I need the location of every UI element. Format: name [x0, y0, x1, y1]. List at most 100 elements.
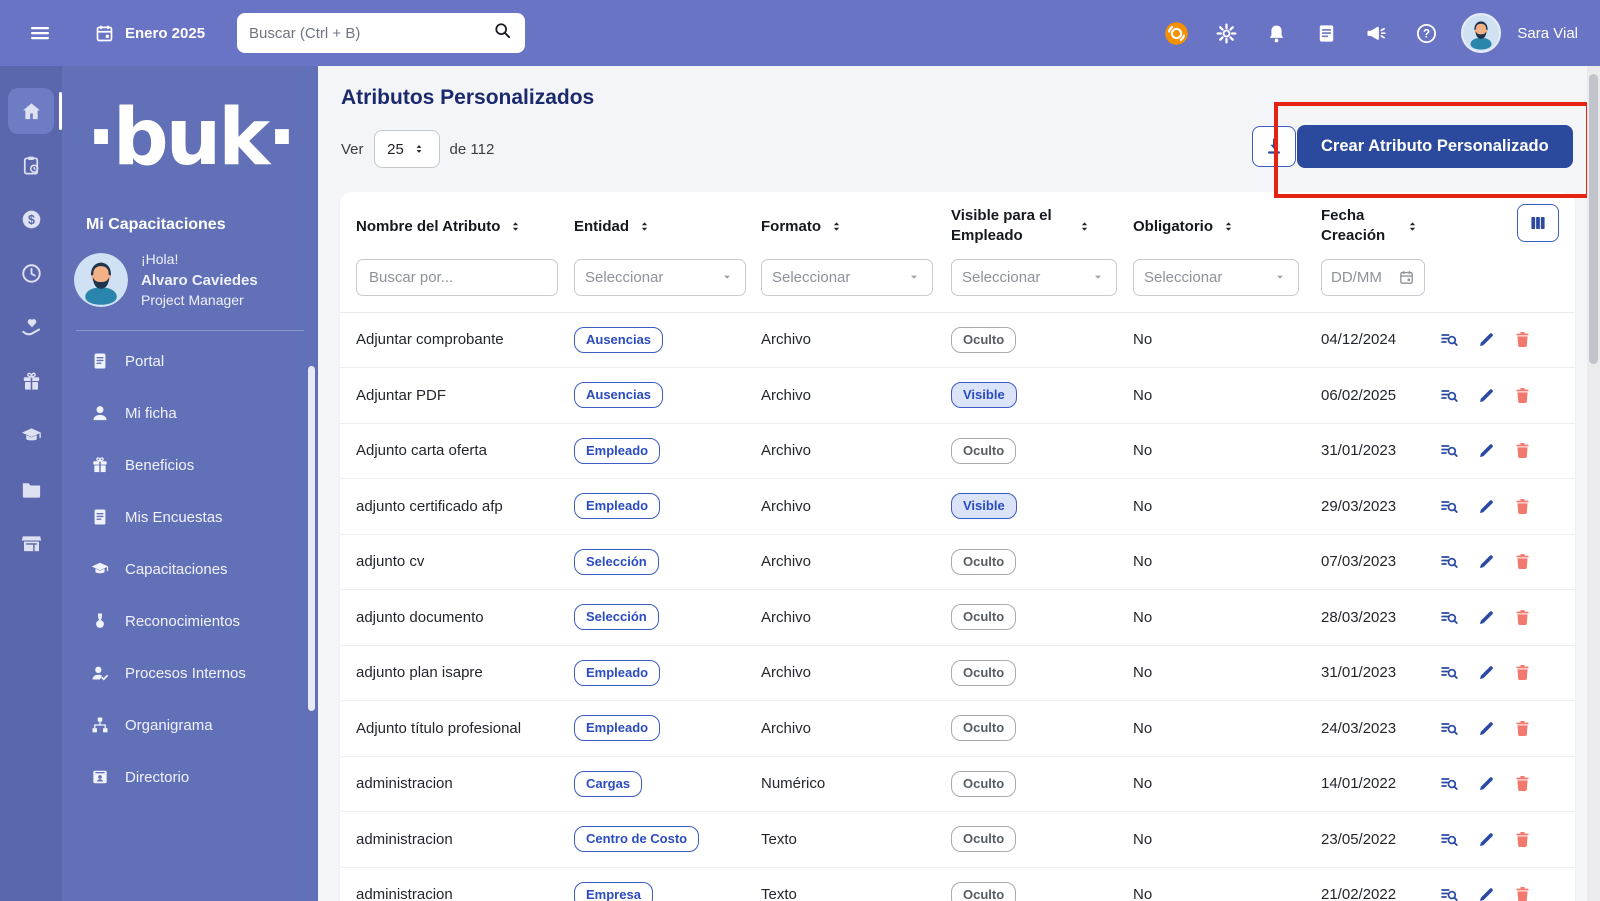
- delete-button[interactable]: [1513, 386, 1532, 405]
- person-icon: [90, 403, 110, 423]
- column-settings-button[interactable]: [1517, 204, 1559, 242]
- sidebar-item-reconocimientos[interactable]: Reconocimientos: [62, 595, 318, 647]
- notes-button[interactable]: [1305, 13, 1347, 53]
- sidebar-item-mis-encuestas[interactable]: Mis Encuestas: [62, 491, 318, 543]
- rail-item-benefits[interactable]: [8, 358, 54, 404]
- edit-button[interactable]: [1477, 608, 1496, 627]
- list-search-icon: [1439, 718, 1460, 739]
- edit-button[interactable]: [1477, 441, 1496, 460]
- pencil-icon: [1477, 774, 1496, 793]
- delete-button[interactable]: [1513, 330, 1532, 349]
- profile-card[interactable]: ¡Hola! Alvaro Caviedes Project Manager: [74, 250, 318, 310]
- sidebar-item-directorio[interactable]: Directorio: [62, 751, 318, 803]
- column-header-nombre[interactable]: Nombre del Atributo: [356, 218, 574, 235]
- edit-button[interactable]: [1477, 885, 1496, 901]
- hamburger-menu-button[interactable]: [20, 13, 60, 53]
- view-details-button[interactable]: [1439, 607, 1460, 628]
- edit-button[interactable]: [1477, 663, 1496, 682]
- filter-formato-select[interactable]: Seleccionar: [761, 258, 933, 296]
- support-beacon-button[interactable]: [1155, 13, 1197, 53]
- view-details-button[interactable]: [1439, 385, 1460, 406]
- rail-item-marketplace[interactable]: [8, 520, 54, 566]
- view-details-button[interactable]: [1439, 329, 1460, 350]
- filter-visible-select[interactable]: Seleccionar: [951, 258, 1117, 296]
- view-details-button[interactable]: [1439, 662, 1460, 683]
- settings-button[interactable]: [1205, 13, 1247, 53]
- dollar-circle-icon: [20, 208, 43, 231]
- cell-format: Archivo: [761, 331, 812, 349]
- delete-button[interactable]: [1513, 663, 1532, 682]
- delete-button[interactable]: [1513, 608, 1532, 627]
- view-details-button[interactable]: [1439, 440, 1460, 461]
- delete-button[interactable]: [1513, 885, 1532, 901]
- create-attribute-button[interactable]: Crear Atributo Personalizado: [1297, 125, 1573, 168]
- sidebar: ·buk· Mi Capacitaciones ¡Hola! Alvaro Ca…: [62, 66, 318, 901]
- filter-obligatorio-select[interactable]: Seleccionar: [1133, 258, 1299, 296]
- rail-item-wellness[interactable]: [8, 304, 54, 350]
- column-header-fecha[interactable]: Fecha Creación: [1321, 206, 1439, 247]
- page-size-select[interactable]: 25: [373, 130, 440, 168]
- period-selector[interactable]: Enero 2025: [94, 23, 205, 44]
- sidebar-item-organigrama[interactable]: Organigrama: [62, 699, 318, 751]
- delete-button[interactable]: [1513, 774, 1532, 793]
- hand-heart-icon: [20, 316, 43, 339]
- sidebar-item-capacitaciones[interactable]: Capacitaciones: [62, 543, 318, 595]
- edit-button[interactable]: [1477, 830, 1496, 849]
- column-header-formato[interactable]: Formato: [761, 218, 951, 235]
- rail-item-tasks[interactable]: [8, 142, 54, 188]
- delete-button[interactable]: [1513, 830, 1532, 849]
- sidebar-item-beneficios[interactable]: Beneficios: [62, 439, 318, 491]
- visibility-badge: Oculto: [951, 437, 1017, 464]
- view-details-button[interactable]: [1439, 773, 1460, 794]
- delete-button[interactable]: [1513, 497, 1532, 516]
- help-button[interactable]: [1405, 13, 1447, 53]
- org-chart-icon: [90, 715, 110, 735]
- cell-created-date: 28/03/2023: [1321, 608, 1397, 626]
- edit-button[interactable]: [1477, 774, 1496, 793]
- search-input[interactable]: [249, 24, 493, 42]
- notifications-button[interactable]: [1255, 13, 1297, 53]
- rail-item-time[interactable]: [8, 250, 54, 296]
- rail-item-payments[interactable]: [8, 196, 54, 242]
- sidebar-item-mi-ficha[interactable]: Mi ficha: [62, 387, 318, 439]
- view-details-button[interactable]: [1439, 496, 1460, 517]
- profile-greeting: ¡Hola!: [141, 251, 179, 267]
- filter-entity-select[interactable]: Seleccionar: [574, 258, 746, 296]
- period-label: Enero 2025: [125, 24, 206, 42]
- gear-icon: [1215, 22, 1238, 45]
- visibility-badge: Visible: [951, 382, 1017, 409]
- announcements-button[interactable]: [1355, 13, 1397, 53]
- view-details-button[interactable]: [1439, 884, 1460, 901]
- edit-button[interactable]: [1477, 719, 1496, 738]
- delete-button[interactable]: [1513, 441, 1532, 460]
- export-download-button[interactable]: [1252, 126, 1296, 167]
- sidebar-scrollbar-thumb[interactable]: [308, 366, 315, 711]
- filter-name-input[interactable]: [356, 258, 558, 296]
- sidebar-item-portal[interactable]: Portal: [62, 335, 318, 387]
- trash-icon: [1513, 552, 1532, 571]
- chevron-down-icon: [1272, 269, 1288, 285]
- user-avatar[interactable]: [1461, 13, 1502, 53]
- visibility-badge: Oculto: [951, 326, 1017, 353]
- edit-button[interactable]: [1477, 330, 1496, 349]
- filter-date-input[interactable]: DD/MM: [1321, 258, 1425, 296]
- sidebar-item-procesos-internos[interactable]: Procesos Internos: [62, 647, 318, 699]
- rail-item-files[interactable]: [8, 466, 54, 512]
- edit-button[interactable]: [1477, 386, 1496, 405]
- rail-item-home[interactable]: [8, 88, 62, 134]
- column-header-visible[interactable]: Visible para el Empleado: [951, 206, 1133, 247]
- view-details-button[interactable]: [1439, 829, 1460, 850]
- page-scrollbar-thumb[interactable]: [1589, 74, 1598, 364]
- column-header-obligatorio[interactable]: Obligatorio: [1133, 218, 1321, 235]
- edit-button[interactable]: [1477, 497, 1496, 516]
- view-details-button[interactable]: [1439, 718, 1460, 739]
- delete-button[interactable]: [1513, 552, 1532, 571]
- cell-attribute-name: adjunto certificado afp: [356, 497, 503, 515]
- edit-button[interactable]: [1477, 552, 1496, 571]
- rail-item-trainings[interactable]: [8, 412, 54, 458]
- cell-format: Archivo: [761, 442, 812, 460]
- column-header-entidad[interactable]: Entidad: [574, 218, 761, 235]
- list-search-icon: [1439, 496, 1460, 517]
- delete-button[interactable]: [1513, 719, 1532, 738]
- view-details-button[interactable]: [1439, 551, 1460, 572]
